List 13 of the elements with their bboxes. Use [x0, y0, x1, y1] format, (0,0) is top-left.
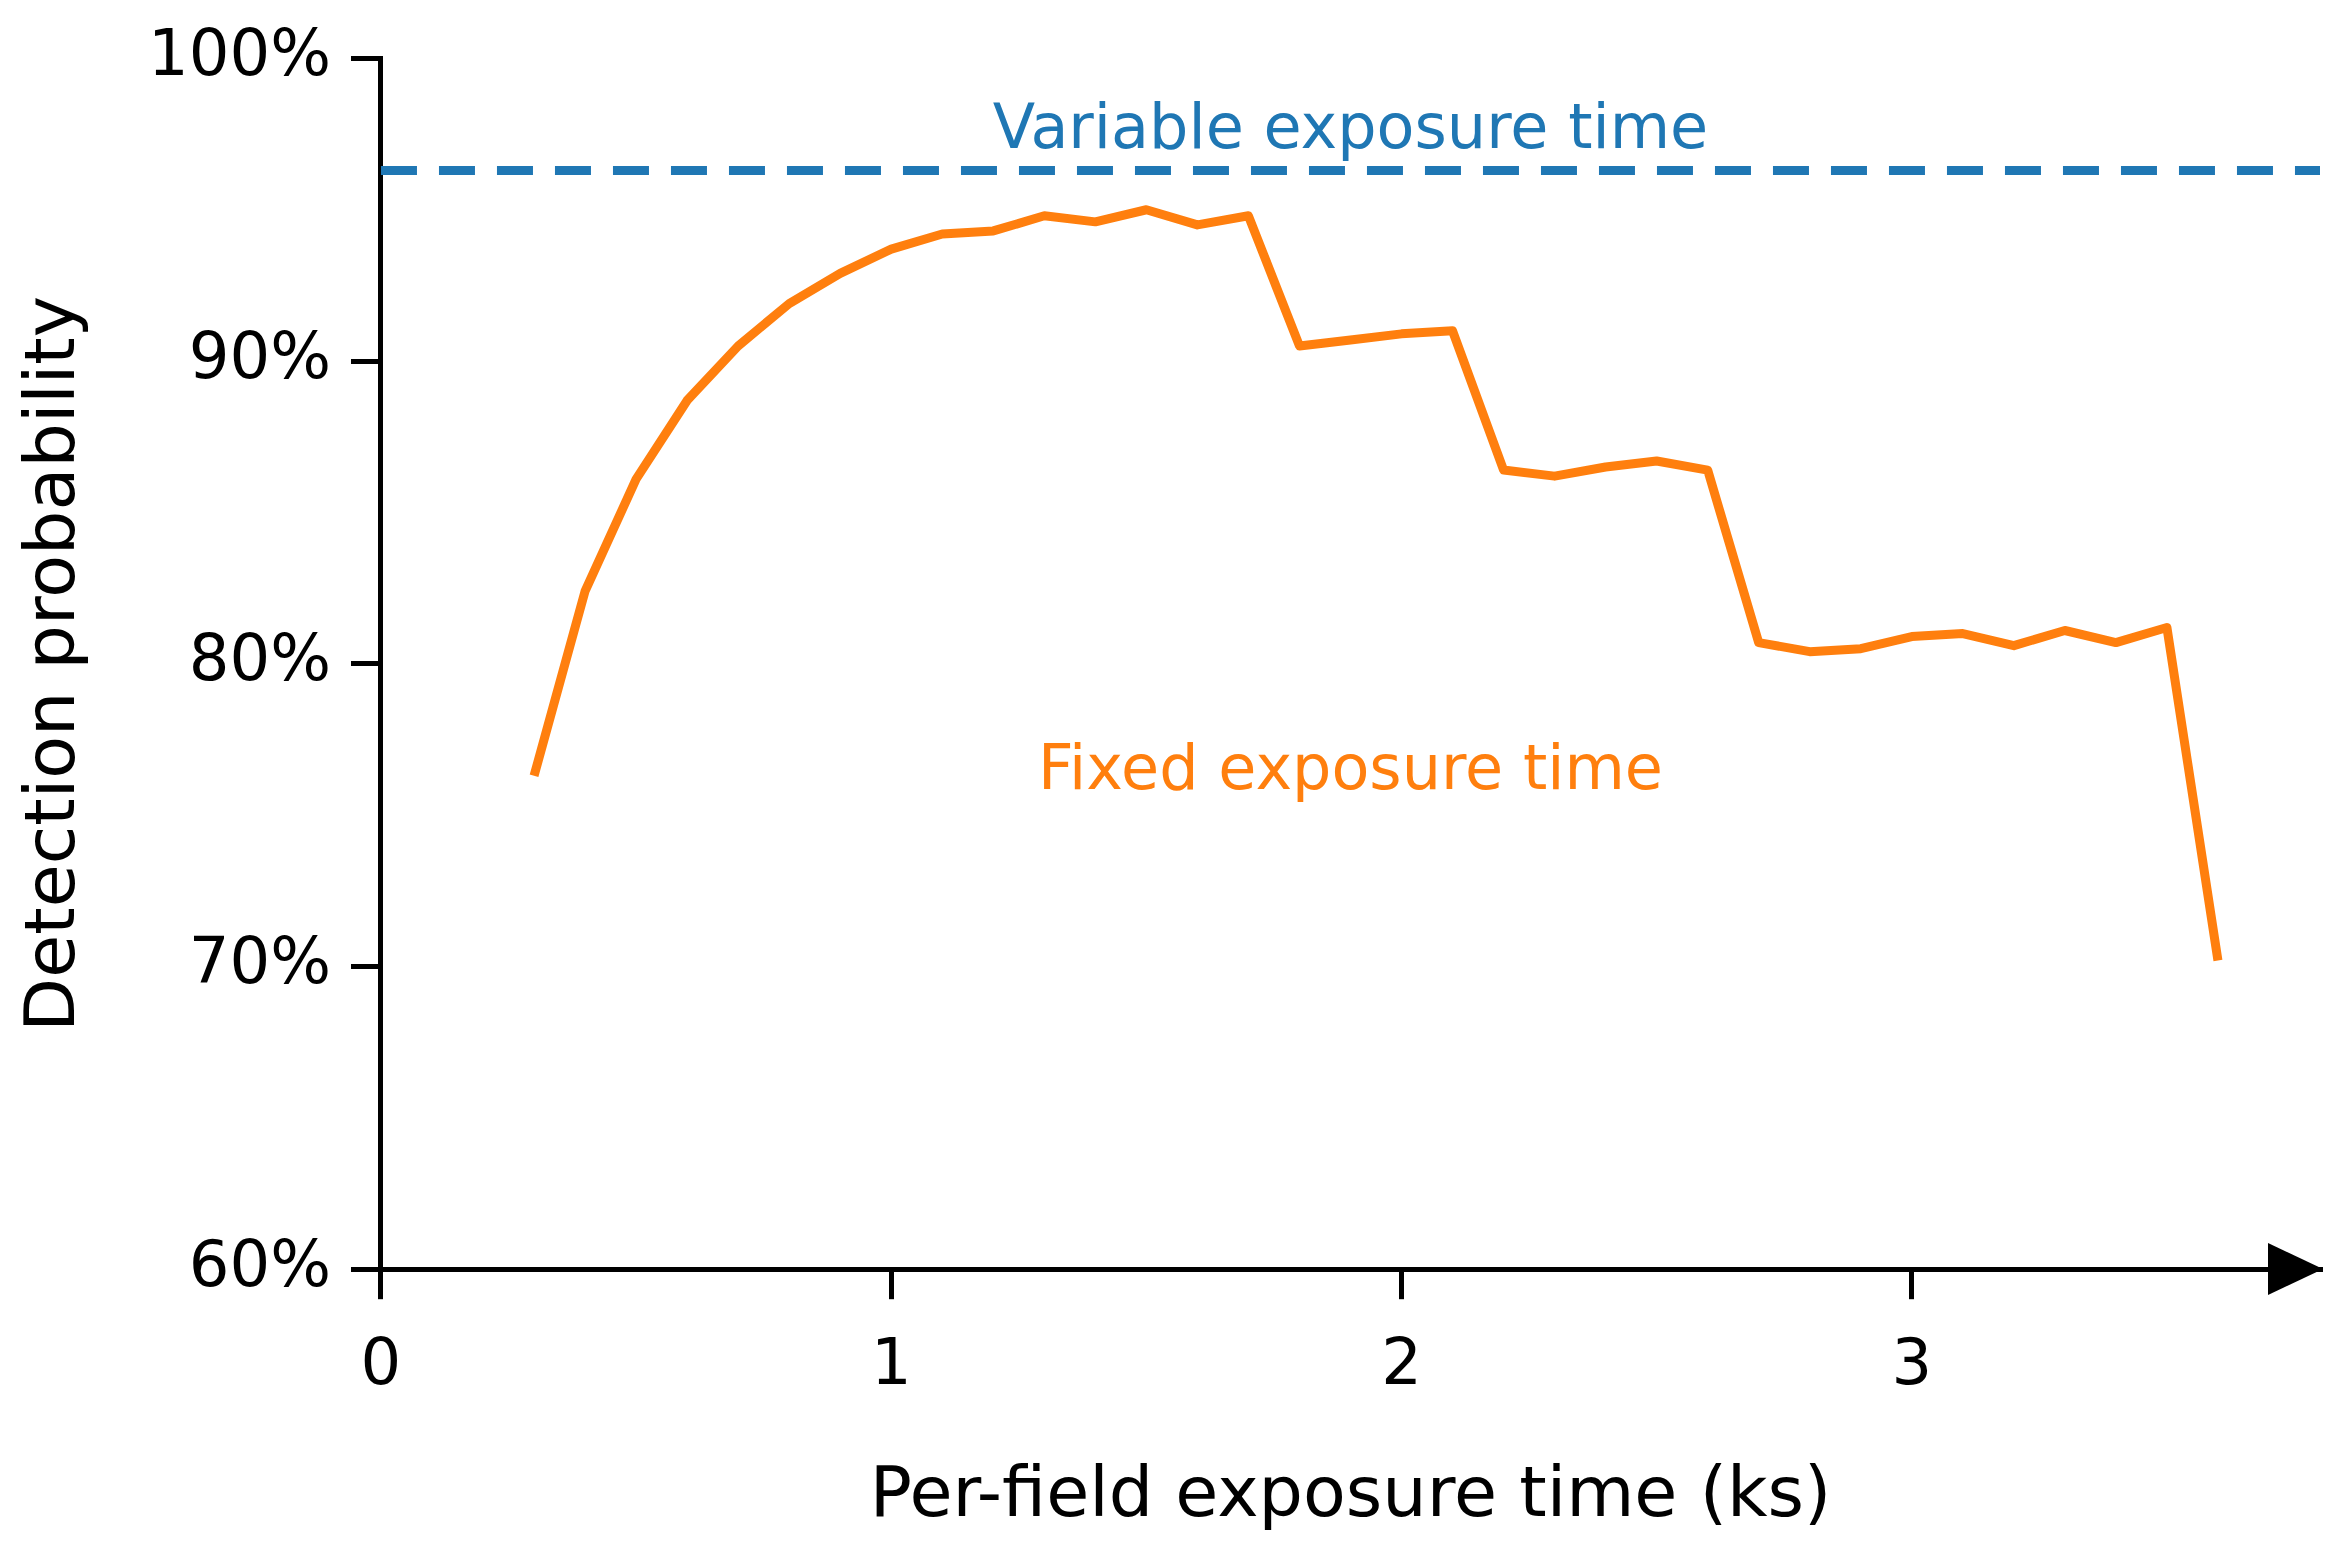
x-tick-label: 0 — [360, 1325, 402, 1400]
y-tick-label: 70% — [188, 924, 331, 999]
y-axis-title: Detection probability — [9, 295, 92, 1032]
x-tick-label: 3 — [1891, 1325, 1933, 1400]
x-tick-label: 1 — [870, 1325, 912, 1400]
text: Fixed exposure time — [1037, 730, 1664, 804]
y-tick-label: 90% — [188, 318, 331, 393]
y-tick-label: 80% — [188, 621, 331, 696]
y-tick-label: 100% — [148, 16, 331, 91]
y-tick-label: 60% — [188, 1226, 331, 1301]
ref-line-label: Variable exposure time — [992, 89, 1709, 163]
x-axis-title: Per-field exposure time (ks) — [869, 1451, 1832, 1534]
x-tick-label: 2 — [1381, 1325, 1422, 1400]
